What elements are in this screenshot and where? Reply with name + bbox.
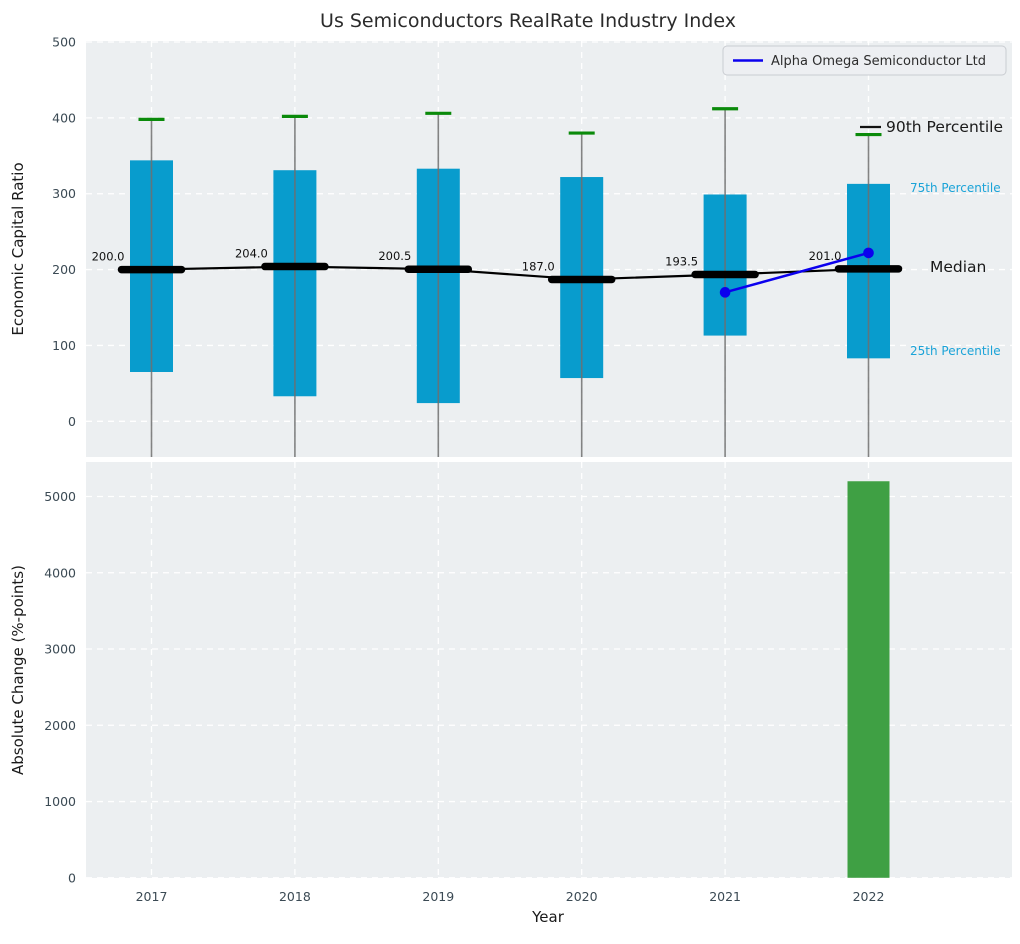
median-value-label-2019: 200.5: [378, 249, 411, 263]
y-tick-label-bottom: 0: [68, 870, 76, 885]
company-point-2021: [719, 287, 731, 298]
legend-label: Alpha Omega Semiconductor Ltd: [771, 54, 986, 69]
legend-box: [722, 45, 1007, 76]
median-value-label-2020: 187.0: [522, 259, 555, 273]
y-tick-label-top: 0: [68, 414, 76, 429]
annotation-75th-percentile: 75th Percentile: [910, 181, 1001, 195]
x-axis-label: Year: [531, 908, 565, 926]
y-tick-label-top: 300: [52, 186, 76, 201]
chart-title: Us Semiconductors RealRate Industry Inde…: [320, 10, 736, 32]
x-tick-label: 2017: [136, 889, 168, 904]
data-marks: 200.0 204.0 200.5 187.0 193.5 201.0: [92, 107, 903, 878]
x-tick-label: 2021: [709, 889, 741, 904]
median-value-label-2018: 204.0: [235, 247, 268, 261]
median-value-label-2017: 200.0: [92, 250, 125, 264]
y-tick-label-top: 500: [52, 35, 76, 50]
tick-labels: 0100200300400500010002000300040005000201…: [44, 35, 884, 904]
y-tick-label-bottom: 4000: [44, 565, 76, 580]
x-tick-label: 2018: [279, 889, 311, 904]
y-tick-label-top: 100: [52, 338, 76, 353]
median-value-label-2022: 201.0: [809, 249, 842, 263]
annotation-median: Median: [930, 258, 986, 276]
company-line: [724, 251, 869, 294]
legend: Alpha Omega Semiconductor Ltd: [722, 45, 1007, 76]
y-tick-label-bottom: 3000: [44, 642, 76, 657]
y-axis-label-bottom: Absolute Change (%-points): [9, 565, 27, 775]
median-value-label-2021: 193.5: [665, 255, 698, 269]
company-point-2022: [863, 247, 874, 259]
x-tick-label: 2020: [566, 889, 598, 904]
y-tick-label-top: 400: [52, 110, 76, 125]
x-tick-label: 2019: [422, 889, 454, 904]
y-tick-label-bottom: 5000: [44, 489, 76, 504]
y-tick-label-bottom: 2000: [44, 718, 76, 733]
annotation-90th-percentile: 90th Percentile: [886, 118, 1003, 136]
x-tick-label: 2022: [853, 889, 885, 904]
y-tick-label-bottom: 1000: [44, 794, 76, 809]
y-axis-label-top: Economic Capital Ratio: [9, 162, 27, 335]
y-tick-label-top: 200: [52, 262, 76, 277]
change-bar-2022: [847, 481, 890, 878]
annotation-25th-percentile: 25th Percentile: [910, 344, 1001, 358]
